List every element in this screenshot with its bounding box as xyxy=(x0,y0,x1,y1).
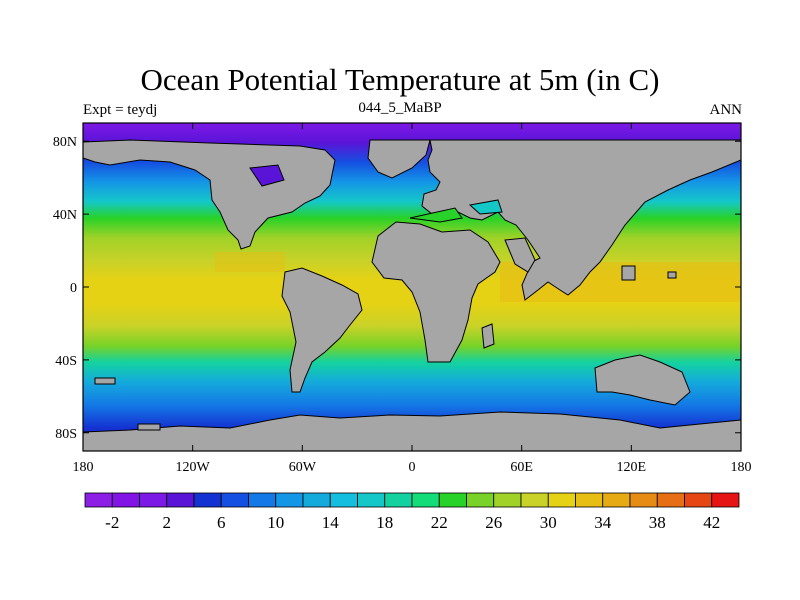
colorbar-box xyxy=(275,492,304,508)
season-label: ANN xyxy=(709,102,743,118)
lon-tick-label: 180 xyxy=(731,460,752,475)
colorbar-box xyxy=(193,492,222,508)
land-arabia xyxy=(504,237,536,273)
colorbar-labels: -2 2 6 10 14 18 22 26 30 34 38 42 xyxy=(105,513,720,532)
lat-tick-label: 80N xyxy=(53,135,77,150)
lat-tick-label: 80S xyxy=(55,427,77,442)
land-madagascar xyxy=(481,323,495,349)
colorbar-box xyxy=(547,492,576,508)
period-label: 044_5_MaBP xyxy=(358,100,442,116)
land xyxy=(83,139,741,451)
colorbar-box xyxy=(602,492,631,508)
colorbar-box xyxy=(302,492,331,508)
lat-tick-label: 0 xyxy=(70,281,77,296)
colorbar-box xyxy=(575,492,604,508)
colorbar-label: 2 xyxy=(163,513,172,532)
colorbar-label: 30 xyxy=(540,513,557,532)
land-islands-west xyxy=(137,423,161,431)
lon-tick-label: 0 xyxy=(409,460,416,475)
land-africa xyxy=(371,221,501,363)
colorbar-label: 14 xyxy=(322,513,340,532)
lon-tick-label: 120E xyxy=(617,460,647,475)
land-greenland xyxy=(367,139,431,179)
colorbar-box xyxy=(166,492,195,508)
lat-tick-label: 40N xyxy=(53,208,77,223)
colorbar-box xyxy=(438,492,467,508)
lon-tick-label: 120W xyxy=(176,460,211,475)
sea-caspian xyxy=(468,199,503,215)
chart-title: Ocean Potential Temperature at 5m (in C) xyxy=(140,62,660,97)
colorbar-box xyxy=(711,492,740,508)
sea-hudson xyxy=(249,164,285,187)
land-australia xyxy=(594,354,691,406)
colorbar-box xyxy=(139,492,168,508)
colorbar-box xyxy=(329,492,358,508)
land-antarctica xyxy=(83,411,741,451)
colorbar-label: 26 xyxy=(485,513,502,532)
land-new-guinea xyxy=(621,265,636,281)
colorbar-label: 10 xyxy=(267,513,284,532)
warm-pool-east-pacific xyxy=(215,252,285,272)
lon-tick-label: 60E xyxy=(510,460,533,475)
lat-tick-label: 40S xyxy=(55,354,77,369)
colorbar-label: 38 xyxy=(649,513,666,532)
colorbar-box xyxy=(629,492,658,508)
land-islands-south-pacific xyxy=(94,377,116,385)
colorbar-label: 6 xyxy=(217,513,226,532)
axis-ticks: 180 120W 60W 0 60E 120E 180 80N 40N 0 40S 80S xyxy=(53,123,752,475)
colorbar-box xyxy=(248,492,277,508)
colorbar-box xyxy=(684,492,713,508)
land-south-america xyxy=(281,267,363,393)
colorbar-box xyxy=(220,492,249,508)
experiment-label: Expt = teydj xyxy=(83,102,158,118)
lon-tick-label: 60W xyxy=(289,460,317,475)
sea-mediterranean xyxy=(409,207,463,223)
colorbar-box xyxy=(384,492,413,508)
colorbar-label: 34 xyxy=(594,513,612,532)
colorbar-box xyxy=(84,492,113,508)
colorbar-box xyxy=(466,492,495,508)
land-europe-asia xyxy=(421,139,741,301)
colorbar-label: 42 xyxy=(703,513,720,532)
colorbar-box xyxy=(520,492,549,508)
colorbar-label: 18 xyxy=(376,513,393,532)
colorbar-box xyxy=(656,492,685,508)
colorbar-box xyxy=(111,492,140,508)
colorbar-box xyxy=(411,492,440,508)
colorbar-label: -2 xyxy=(105,513,119,532)
colorbar-box xyxy=(493,492,522,508)
colorbar-box xyxy=(357,492,386,508)
colorbar-boxes xyxy=(84,492,740,508)
land-small-island-east xyxy=(667,271,677,279)
lon-tick-label: 180 xyxy=(73,460,94,475)
colorbar-label: 22 xyxy=(431,513,448,532)
